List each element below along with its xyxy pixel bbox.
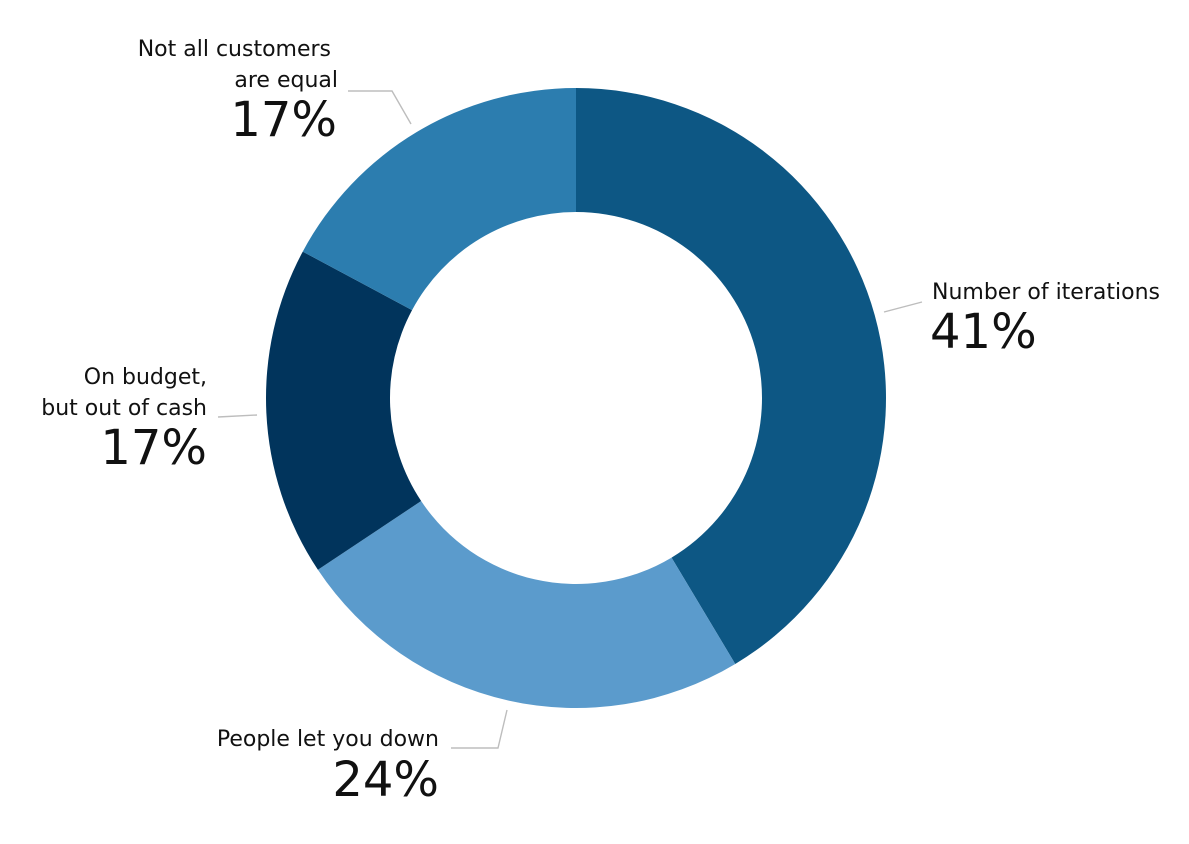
slice-label-line: but out of cash bbox=[41, 396, 207, 421]
leader-line-on-budget bbox=[217, 414, 258, 418]
leader-line-people-let-you-down bbox=[451, 709, 508, 749]
label-not-all-customers: Not all customers are equal 17% bbox=[138, 37, 338, 148]
slice-label-line: On budget, bbox=[84, 365, 207, 390]
label-on-budget: On budget, but out of cash 17% bbox=[41, 365, 207, 476]
leader-lines bbox=[217, 90, 923, 749]
slice-label-line: People let you down bbox=[217, 727, 439, 752]
leader-line-number-of-iterations bbox=[883, 301, 923, 313]
label-number-of-iterations: Number of iterations 41% bbox=[930, 280, 1160, 360]
slice-value-label: 24% bbox=[332, 752, 439, 808]
leader-line-not-all-customers bbox=[348, 90, 412, 125]
slice-label-line: are equal bbox=[234, 68, 338, 93]
donut-slice-4 bbox=[302, 88, 576, 311]
label-people-let-you-down: People let you down 24% bbox=[217, 727, 439, 808]
slice-label-line: Not all customers bbox=[138, 37, 331, 62]
slice-label-line: Number of iterations bbox=[932, 280, 1160, 305]
donut-slices bbox=[266, 88, 886, 708]
slice-value-label: 17% bbox=[100, 420, 207, 476]
slice-value-label: 41% bbox=[930, 304, 1037, 360]
donut-slice-1 bbox=[576, 88, 886, 664]
donut-slice-2 bbox=[317, 501, 736, 708]
slice-value-label: 17% bbox=[230, 92, 337, 148]
donut-slice-3 bbox=[266, 251, 422, 570]
